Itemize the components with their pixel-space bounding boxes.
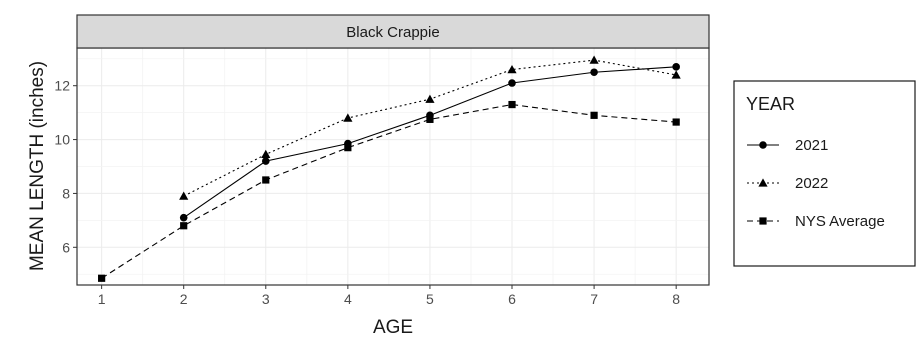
data-point-2021 <box>508 79 516 87</box>
legend-items: 2021 2022 NYS Average <box>747 137 885 230</box>
legend-box <box>733 80 916 267</box>
legend-label: 2021 <box>795 137 828 154</box>
legend-key-marker <box>759 141 767 149</box>
legend-key-marker <box>758 178 768 187</box>
data-point-2022 <box>343 113 353 122</box>
data-point-2021 <box>261 157 270 165</box>
data-point-nys-average <box>344 144 352 152</box>
legend-item-2022: 2022 <box>747 175 828 192</box>
data-point-nys-average <box>98 274 106 282</box>
series-nys-average <box>98 100 680 282</box>
x-tick-label: 6 <box>508 291 516 307</box>
x-axis-title: AGE <box>373 317 413 338</box>
x-tick-label: 2 <box>180 291 188 307</box>
legend-label: 2022 <box>795 175 828 192</box>
x-tick-label: 4 <box>344 291 352 307</box>
x-tick-label: 8 <box>672 291 680 307</box>
legend-label: NYS Average <box>795 213 885 230</box>
y-tick-label: 12 <box>54 78 70 94</box>
data-point-2022 <box>179 191 189 200</box>
series-line-nys-average <box>101 104 677 279</box>
data-point-2022 <box>507 64 517 74</box>
legend-item-nys-average: NYS Average <box>747 213 885 230</box>
data-point-2021 <box>590 68 598 77</box>
y-tick-label: 8 <box>62 185 70 201</box>
data-point-nys-average <box>672 118 680 126</box>
data-point-2022 <box>671 70 681 79</box>
x-tick-label: 7 <box>590 291 598 307</box>
data-point-nys-average <box>426 115 434 123</box>
data-point-2022 <box>261 149 271 159</box>
x-tick-label: 1 <box>98 291 106 307</box>
legend-item-2021: 2021 <box>747 137 828 154</box>
data-point-nys-average <box>180 222 188 230</box>
legend-title: YEAR <box>746 94 795 114</box>
y-tick-label: 6 <box>62 239 70 255</box>
data-point-nys-average <box>590 111 598 119</box>
data-point-nys-average <box>262 176 270 184</box>
series-2022 <box>179 55 681 200</box>
y-axis-title: MEAN LENGTH (inches) <box>27 61 48 271</box>
x-tick-label: 3 <box>262 291 270 307</box>
series <box>98 55 681 282</box>
data-point-nys-average <box>508 100 516 109</box>
data-point-2022 <box>425 94 435 103</box>
legend-key-marker <box>759 217 767 225</box>
legend: YEAR 2021 2022 NYS Average <box>733 80 916 267</box>
data-point-2021 <box>672 63 680 71</box>
x-tick-label: 5 <box>426 291 434 307</box>
data-point-2022 <box>589 55 599 64</box>
data-point-2021 <box>179 213 188 222</box>
strip-background <box>76 14 710 49</box>
y-tick-label: 10 <box>54 132 70 148</box>
strip-title: Black Crappie <box>346 24 439 41</box>
grid-lines <box>77 48 709 285</box>
